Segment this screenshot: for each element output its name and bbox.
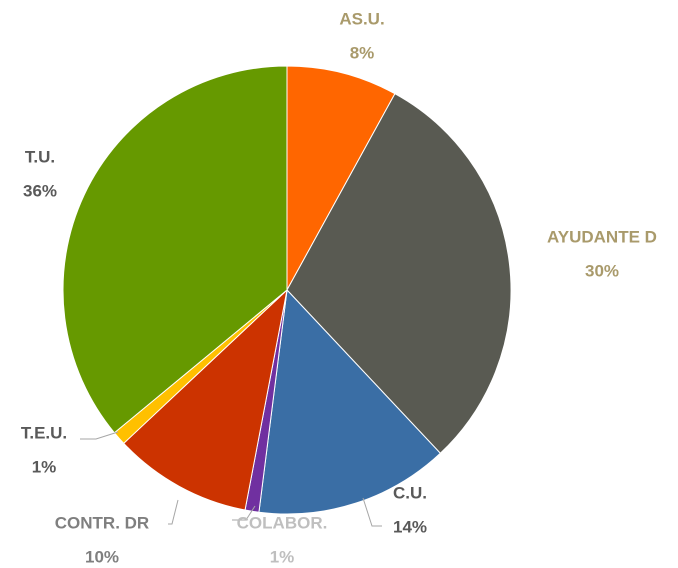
slice-value-label: 1% (270, 547, 295, 566)
slice-value-label: 14% (393, 517, 427, 536)
pie-slice (286, 93, 512, 454)
leader-line (232, 505, 256, 521)
slice-value-label: 1% (32, 457, 57, 476)
slice-value-label: 8% (350, 43, 375, 62)
slice-label: T.U. (25, 147, 55, 166)
slice-value-label: 30% (585, 261, 619, 280)
slice-value-label: 36% (23, 181, 57, 200)
pie-slice (123, 288, 288, 511)
slice-label: AYUDANTE D (547, 227, 657, 246)
leader-line (362, 497, 382, 527)
pie-slice (286, 65, 396, 291)
slice-label: COLABOR. (237, 513, 328, 532)
leader-line (168, 499, 179, 525)
slice-label: CONTR. DR (55, 513, 149, 532)
pie-slice (62, 65, 288, 434)
leader-line (80, 431, 119, 440)
slice-label: C.U. (393, 483, 427, 502)
slice-value-label: 10% (85, 547, 119, 566)
pie-slice (258, 288, 442, 515)
slice-label: T.E.U. (21, 423, 67, 442)
pie (62, 65, 512, 515)
slice-label: AS.U. (339, 9, 384, 28)
